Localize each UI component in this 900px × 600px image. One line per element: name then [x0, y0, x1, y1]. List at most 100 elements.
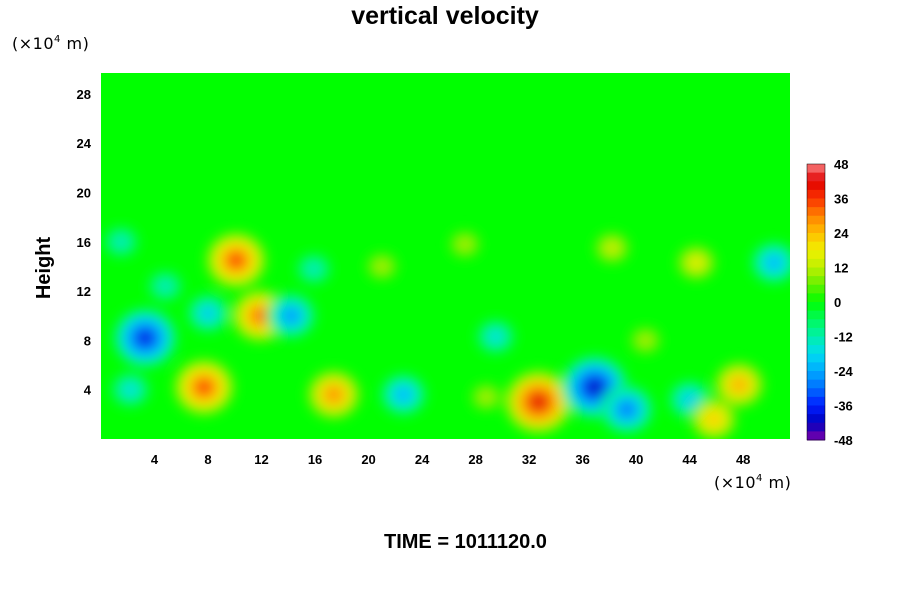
- colorbar: [806, 163, 826, 441]
- velocity-contour: [768, 257, 780, 269]
- velocity-cell: [102, 225, 140, 259]
- y-tick-label: 12: [77, 284, 91, 299]
- velocity-contour: [228, 253, 244, 268]
- velocity-contour: [586, 379, 603, 396]
- colorbar-segment: [807, 405, 825, 415]
- velocity-contour: [641, 336, 650, 345]
- velocity-contour: [490, 332, 501, 342]
- chart-title: vertical velocity: [351, 2, 539, 30]
- colorbar-tick-label: -24: [834, 364, 854, 379]
- velocity-contour: [732, 379, 746, 391]
- y-tick-label: 4: [84, 383, 92, 398]
- velocity-contour: [125, 385, 136, 395]
- velocity-contour: [377, 262, 387, 271]
- velocity-contour: [284, 310, 298, 322]
- colorbar-segment: [807, 181, 825, 191]
- velocity-contour: [530, 394, 547, 410]
- velocity-contour: [327, 388, 341, 401]
- y-tick-label: 20: [77, 186, 91, 201]
- colorbar-segment: [807, 371, 825, 381]
- time-caption: TIME = 1011120.0: [384, 531, 547, 553]
- x-tick-label: 24: [415, 452, 430, 467]
- velocity-contour: [691, 258, 702, 268]
- colorbar-segment: [807, 414, 825, 424]
- colorbar-segment: [807, 284, 825, 294]
- velocity-contour: [460, 240, 470, 248]
- x-tick-label: 16: [308, 452, 322, 467]
- colorbar-segment: [807, 267, 825, 277]
- velocity-cell: [475, 318, 516, 355]
- colorbar-tick-label: -12: [834, 330, 853, 345]
- colorbar-segment: [807, 258, 825, 268]
- velocity-contour: [196, 380, 212, 395]
- velocity-contour: [160, 282, 170, 291]
- velocity-cell: [469, 382, 503, 412]
- y-tick-label: 24: [77, 136, 92, 151]
- velocity-cell: [146, 269, 184, 303]
- plot-area: [101, 73, 790, 439]
- velocity-cell: [714, 361, 765, 408]
- velocity-cell: [593, 231, 631, 265]
- colorbar-segment: [807, 293, 825, 303]
- colorbar-tick-label: 48: [834, 157, 848, 172]
- velocity-cell: [690, 398, 737, 439]
- colorbar-segment: [807, 336, 825, 346]
- colorbar-segment: [807, 353, 825, 363]
- velocity-cell: [448, 229, 482, 259]
- x-axis-unit-label: (×104 m): [714, 473, 792, 492]
- velocity-cell: [295, 252, 332, 286]
- x-tick-label: 28: [468, 452, 482, 467]
- colorbar-segment: [807, 207, 825, 217]
- x-tick-label: 8: [204, 452, 211, 467]
- colorbar-segment: [807, 302, 825, 312]
- x-tick-label: 36: [575, 452, 589, 467]
- colorbar-segment: [807, 362, 825, 372]
- velocity-contour: [253, 309, 268, 323]
- x-tick-label: 48: [736, 452, 750, 467]
- velocity-contour: [309, 264, 319, 274]
- velocity-cell: [266, 292, 316, 339]
- colorbar-segment: [807, 345, 825, 355]
- colorbar-segment: [807, 241, 825, 251]
- velocity-cell: [676, 244, 717, 281]
- y-axis-unit-label: (×104 m): [12, 34, 90, 53]
- y-tick-label: 28: [77, 87, 91, 102]
- velocity-contour: [620, 403, 634, 416]
- velocity-cell: [186, 293, 230, 333]
- colorbar-segment: [807, 233, 825, 243]
- velocity-contour: [684, 394, 696, 405]
- colorbar-segment: [807, 250, 825, 260]
- colorbar-segment: [807, 276, 825, 286]
- velocity-cell: [113, 308, 177, 368]
- colorbar-tick-label: -36: [834, 399, 853, 414]
- velocity-contour: [397, 389, 410, 400]
- velocity-cell: [365, 251, 399, 282]
- colorbar-segment: [807, 164, 825, 174]
- velocity-contour: [116, 237, 126, 246]
- velocity-cell: [628, 325, 663, 356]
- colorbar-tick-label: 0: [834, 295, 841, 310]
- velocity-cell: [505, 370, 572, 434]
- velocity-cell: [750, 241, 790, 284]
- x-axis-ticks: 4 8 12 16 20 24 28 32 36 40 44 48: [151, 452, 751, 467]
- velocity-cell: [600, 384, 654, 434]
- x-tick-label: 44: [682, 452, 697, 467]
- y-axis-title: Height: [33, 237, 55, 300]
- velocity-cell: [307, 370, 361, 420]
- y-tick-label: 16: [77, 235, 91, 250]
- colorbar-frame: [806, 163, 826, 441]
- colorbar-segment: [807, 396, 825, 406]
- velocity-cell: [380, 373, 427, 416]
- colorbar-labels: 48 36 24 12 0 -12 -24 -36 -48: [834, 157, 854, 448]
- velocity-cell: [206, 232, 266, 289]
- x-tick-label: 12: [254, 452, 268, 467]
- x-tick-label: 20: [361, 452, 375, 467]
- colorbar-tick-label: 36: [834, 192, 848, 207]
- velocity-contour: [202, 308, 214, 319]
- colorbar-segment: [807, 215, 825, 225]
- colorbar-segment: [807, 431, 825, 441]
- colorbar-tick-label: -48: [834, 433, 853, 448]
- colorbar-segment: [807, 224, 825, 234]
- velocity-cell: [110, 371, 151, 408]
